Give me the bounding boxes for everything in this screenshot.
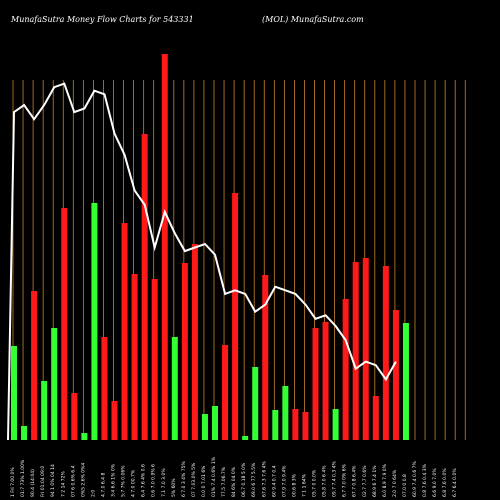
x-tick-label: 07.9 7.0 9.4%: [281, 465, 287, 497]
x-tick-label: 01:7 73% 1.00%: [20, 459, 26, 497]
flow-bar: [292, 409, 299, 440]
x-tick-label: 07 6 0.6% 6.4: [70, 465, 76, 497]
x-tick-label: 05.8 7.0 6 4%: [322, 465, 328, 497]
flow-bar: [352, 262, 359, 440]
x-tick-label: 0.0 0 7.01 6%: [201, 465, 207, 497]
flow-bar: [392, 310, 399, 440]
flow-bar: [342, 299, 349, 440]
x-tick-label: 77.5 7.06.7%: [221, 466, 227, 497]
flow-bar: [61, 208, 68, 440]
flow-bar: [201, 414, 208, 440]
flow-bar: [71, 393, 78, 440]
flow-bar: [332, 409, 339, 440]
x-tick-label: 1 Fri 7.00 0%: [10, 467, 16, 497]
x-tick-label: 7 2 14 72%: [60, 471, 66, 497]
x-tick-label: 94 1 0% 04 14: [50, 464, 56, 497]
x-tick-label: 02.7 7.7 0.6%: [362, 465, 368, 497]
x-tick-label: 4 7.0 00.7%: [131, 469, 137, 497]
flow-bar: [312, 328, 319, 440]
x-tick-label: 2:0: [90, 490, 96, 497]
flow-bar: [151, 279, 158, 440]
x-tick-label: 5% 60%: [171, 478, 177, 497]
flow-bar: [242, 436, 249, 440]
flow-bar: [121, 223, 128, 440]
flow-bar: [31, 291, 38, 440]
flow-bar: [222, 345, 229, 440]
x-tick-label: 05.7 0 0.0%: [312, 469, 318, 497]
flow-bar: [11, 346, 17, 440]
x-tick-label: 60 9.4 0.7 0.4: [271, 465, 277, 497]
x-tick-label: 2.0 7 0 64%: [392, 469, 398, 497]
flow-bar: [372, 396, 379, 440]
x-tick-label: 6.7 6.4 0.0%: [452, 468, 458, 497]
x-tick-label: 67.6 7.3 7.6 4%: [261, 461, 267, 497]
flow-bar: [302, 412, 309, 440]
x-tick-label: 0%5 2.6% 0%4: [80, 463, 86, 497]
x-tick-label: 67.7 0.8 6.4%: [352, 465, 358, 497]
x-tick-label: 6.7 7.0 0% 6%: [342, 463, 348, 497]
x-tick-label: 60.9 7.4 0.6 7%: [412, 461, 418, 497]
flow-bar: [212, 406, 218, 440]
x-tick-label: 68.9 6 7.4 1%: [372, 465, 378, 497]
flow-bar: [111, 401, 118, 440]
x-tick-label: 5:7 7% 0.06%: [121, 465, 127, 497]
flow-bar: [41, 381, 48, 440]
flow-bar: [131, 274, 138, 440]
x-tick-label: Fri 01:04 09:0: [40, 466, 46, 497]
x-tick-label: 00.6 8 3%: [291, 473, 297, 497]
flow-bar: [252, 367, 259, 440]
x-tick-label: 6 7.0 3 4% 75%: [181, 461, 187, 497]
x-tick-label: 7.1 7.0 3.0%: [161, 468, 167, 497]
flow-bar: [21, 426, 28, 440]
price-line-path: [7, 82, 397, 441]
x-tick-label: 6.8 7.6 0.0%: [442, 468, 448, 497]
chart-title: MunafaSutra Money Flow Charts for 543331: [11, 15, 194, 24]
x-tick-label: 3:4 6.6 1% 0%: [111, 463, 117, 497]
x-tick-label: 69.0 6 77 5.5%: [251, 462, 257, 497]
x-tick-label: 6.4 7.6 4% 0.6: [141, 464, 147, 497]
x-tick-label: 01% 7.4 0.6% 1%: [211, 456, 217, 497]
x-tick-label: 0.8 7.6 0.4 3%: [422, 463, 428, 497]
x-tick-label: 90.4 (14:04): [30, 469, 36, 497]
x-tick-label: 7 1 1 64%: [301, 473, 307, 497]
price-line: [7, 82, 397, 441]
flow-bar: [382, 266, 389, 440]
x-tick-label: 6.0 8.9 7.9 0%: [382, 463, 388, 497]
flow-bar: [101, 337, 108, 440]
flow-bar: [402, 323, 409, 440]
x-tick-label: 4.7.0 6.4 8: [100, 473, 106, 497]
flow-bar: [161, 54, 168, 440]
flow-bar: [282, 386, 289, 440]
flow-bar: [141, 134, 148, 440]
flow-bar: [272, 410, 279, 440]
x-axis-labels: 1 Fri 7.00 0% 01:7 73% 1.00% 90.4 (14:04) F…: [10, 456, 458, 497]
x-tick-label: 07 7.03.0% 5%: [191, 462, 197, 497]
flow-bar: [81, 433, 88, 440]
money-flow-bars: [11, 54, 409, 440]
x-tick-label: 6.6 9.0 7.0%: [432, 468, 438, 497]
flow-bar: [262, 275, 269, 440]
x-tick-label: 06.7 0.18 5 0%: [241, 462, 247, 497]
x-tick-label: 0.6 7.0 0.9% 6: [151, 464, 157, 497]
flow-bar: [171, 337, 178, 440]
flow-bar: [181, 263, 188, 440]
flow-bar: [362, 258, 369, 440]
x-tick-label: 07.0 0 0.8: [402, 474, 408, 497]
flow-bar: [232, 193, 239, 440]
x-tick-label: 84 6% 04 0%: [231, 466, 237, 497]
flow-bar: [51, 328, 58, 440]
chart-subtitle: (MOL) MunafaSutra.com: [262, 15, 364, 24]
x-tick-label: 09.7 7.4 0.3 4%: [332, 461, 338, 497]
flow-bar: [322, 322, 329, 440]
flow-bar: [91, 203, 98, 440]
flow-bar: [191, 244, 198, 440]
